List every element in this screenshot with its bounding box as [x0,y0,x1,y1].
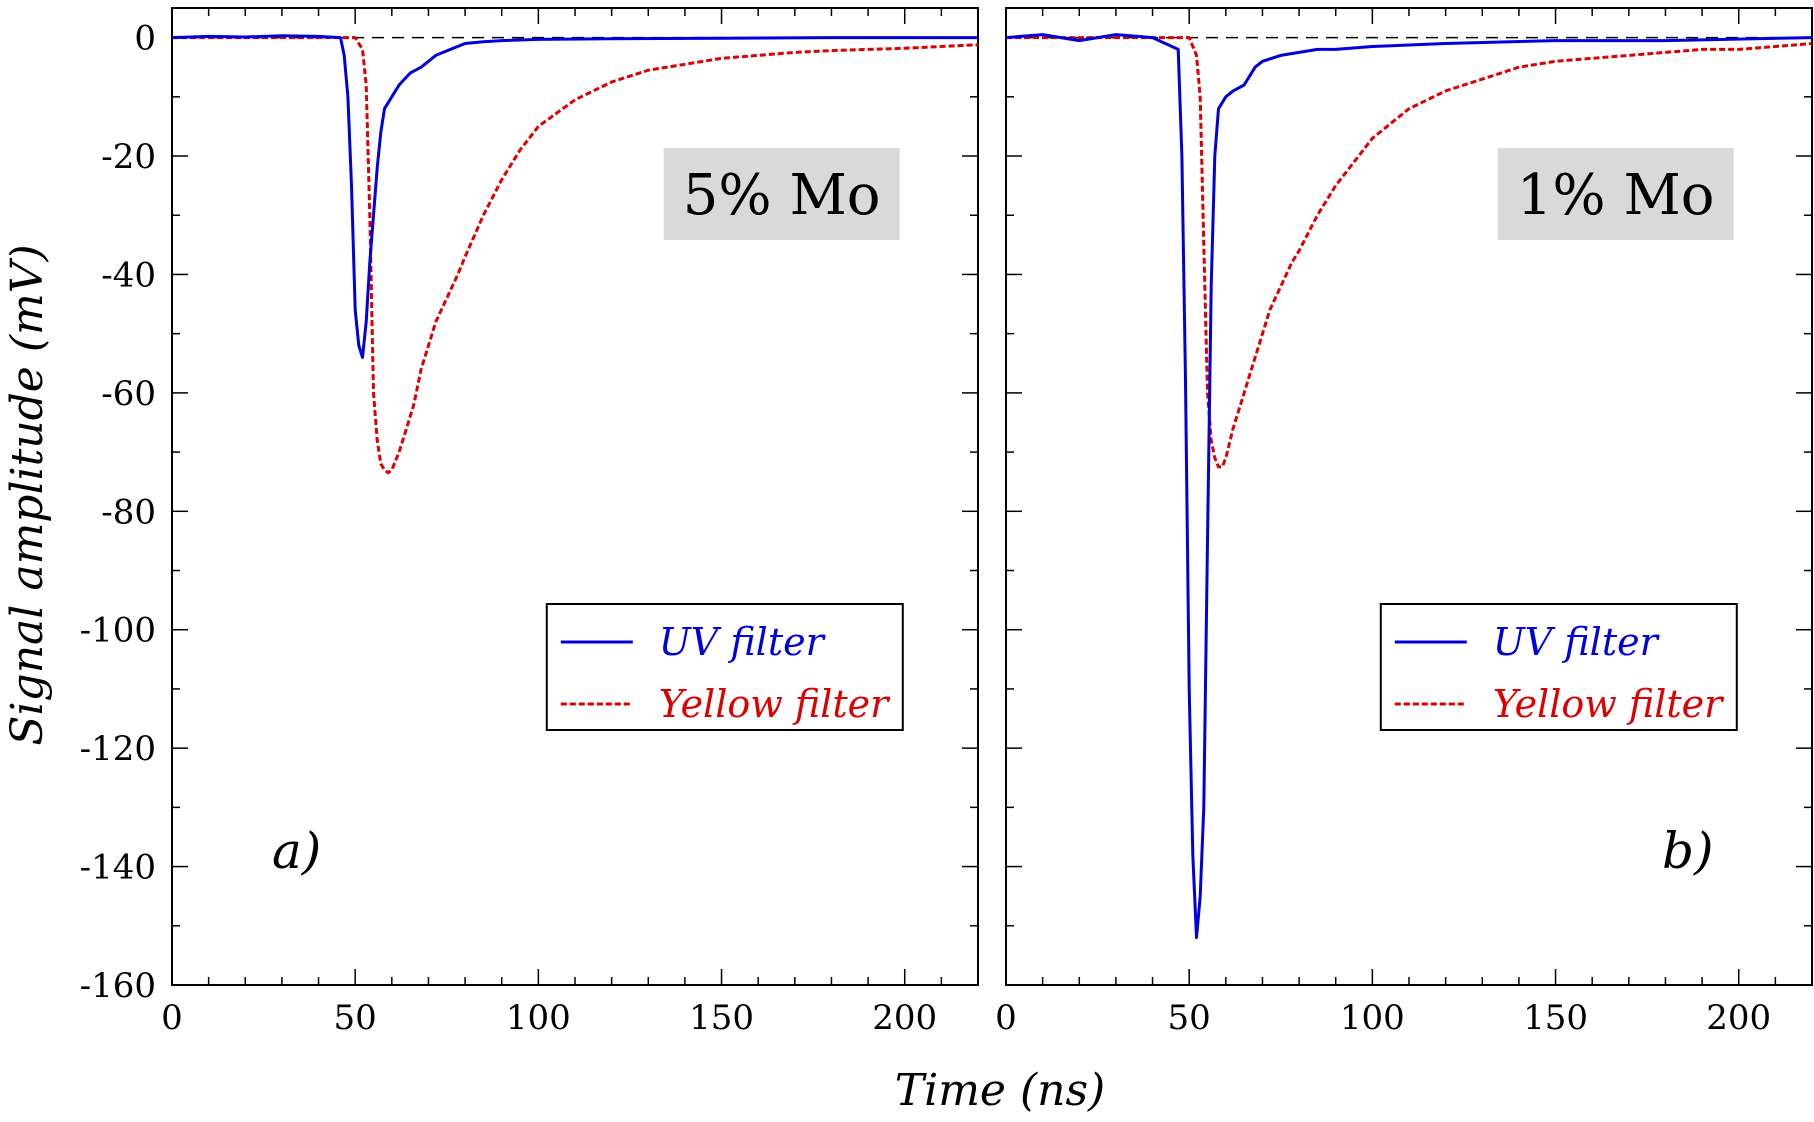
x-tick-label: 200 [872,998,937,1038]
legend-box [545,603,904,731]
concentration-label-box [1497,148,1734,240]
y-tick-label: -140 [80,848,156,888]
panel-b: 0 50 100 150 200 1% Mo UV filter Yellow filter b… [995,7,1813,1038]
y-tick-label: -120 [80,729,156,769]
legend-label: Yellow filter [1493,682,1725,726]
legend-label: Yellow filter [659,682,891,726]
panel-tag: a) [272,822,321,880]
x-tick-label: 50 [334,998,377,1038]
series-line-yellow-filter [1006,36,1813,469]
y-tick-label: -100 [80,611,156,651]
legend-box [1379,603,1738,731]
x-tick-label: 0 [995,998,1017,1038]
y-tick-label: -20 [101,137,156,177]
y-tick-label: -60 [101,374,156,414]
panel-tag: b) [1662,822,1714,880]
y-axis-title: Signal amplitude (mV) [2,244,53,745]
x-tick-label: 150 [1523,998,1588,1038]
y-tick-label: -160 [80,966,156,1006]
y-tick-label: -40 [101,255,156,295]
series-line-yellow-filter [172,36,979,475]
y-tick-label: 0 [134,19,156,59]
concentration-label: 5% Mo [683,163,881,228]
y-tick-label: -80 [101,492,156,532]
concentration-label-box [663,148,900,240]
legend-label: UV filter [659,620,827,664]
x-tick-label: 100 [1340,998,1405,1038]
x-axis-title: Time (ns) [895,1065,1105,1116]
x-tick-label: 150 [689,998,754,1038]
series-line-uv-filter [1005,33,1813,940]
x-tick-label: 100 [506,998,571,1038]
x-tick-label: 0 [161,998,183,1038]
panel-a: 0 50 100 150 200 0 -20 -40 -60 -80 -100 -120 -140 -16… [80,7,979,1038]
series-line-uv-filter [171,34,978,359]
concentration-label: 1% Mo [1517,163,1715,228]
x-tick-label: 50 [1168,998,1211,1038]
legend-label: UV filter [1493,620,1661,664]
x-tick-label: 200 [1706,998,1771,1038]
